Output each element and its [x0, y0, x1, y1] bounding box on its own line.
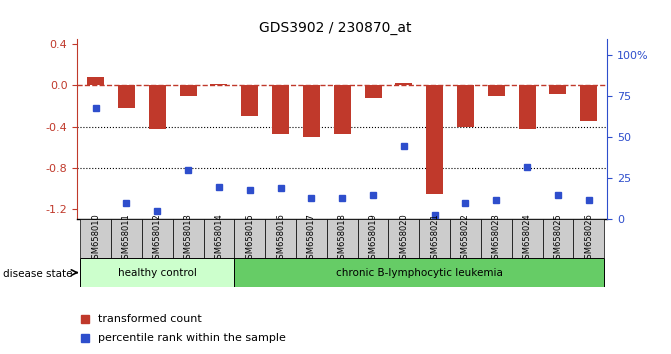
Text: GSM658022: GSM658022 [461, 213, 470, 264]
Bar [142, 219, 172, 258]
Bar [296, 219, 327, 258]
Text: GSM658012: GSM658012 [153, 213, 162, 264]
Text: GSM658018: GSM658018 [338, 213, 347, 264]
Text: percentile rank within the sample: percentile rank within the sample [99, 333, 287, 343]
Bar [203, 219, 234, 258]
Bar [457, 85, 474, 127]
Bar [580, 85, 597, 121]
Bar [149, 85, 166, 129]
Bar [450, 219, 481, 258]
Bar [81, 219, 111, 258]
Text: disease state: disease state [3, 269, 73, 279]
Bar [81, 258, 234, 287]
Text: GSM658010: GSM658010 [91, 213, 100, 264]
Bar [87, 77, 104, 85]
Text: GSM658015: GSM658015 [246, 213, 254, 264]
Bar [358, 219, 389, 258]
Bar [550, 85, 566, 93]
Text: GDS3902 / 230870_at: GDS3902 / 230870_at [259, 21, 412, 35]
Bar [481, 219, 512, 258]
Bar [265, 219, 296, 258]
Text: GSM658020: GSM658020 [399, 213, 409, 264]
Text: GSM658013: GSM658013 [184, 213, 193, 264]
Bar [172, 219, 203, 258]
Bar [333, 85, 351, 134]
Bar [234, 219, 265, 258]
Bar [488, 85, 505, 96]
Bar [512, 219, 543, 258]
Text: transformed count: transformed count [99, 314, 202, 324]
Bar [426, 85, 443, 194]
Bar [389, 219, 419, 258]
Bar [327, 219, 358, 258]
Text: GSM658014: GSM658014 [215, 213, 223, 264]
Text: GSM658026: GSM658026 [584, 213, 593, 264]
Text: GSM658024: GSM658024 [523, 213, 531, 264]
Text: GSM658025: GSM658025 [554, 213, 562, 264]
Text: GSM658019: GSM658019 [368, 213, 378, 264]
Bar [573, 219, 604, 258]
Text: GSM658016: GSM658016 [276, 213, 285, 264]
Bar [118, 85, 135, 108]
Bar [303, 85, 320, 137]
Text: GSM658011: GSM658011 [122, 213, 131, 264]
Bar [242, 85, 258, 116]
Text: chronic B-lymphocytic leukemia: chronic B-lymphocytic leukemia [336, 268, 503, 278]
Text: GSM658017: GSM658017 [307, 213, 316, 264]
Bar [395, 83, 412, 85]
Text: GSM658021: GSM658021 [430, 213, 439, 264]
Bar [419, 219, 450, 258]
Bar [543, 219, 573, 258]
Bar [180, 85, 197, 96]
Bar [211, 84, 227, 85]
Bar [364, 85, 382, 98]
Text: healthy control: healthy control [118, 268, 197, 278]
Bar [272, 85, 289, 134]
Text: GSM658023: GSM658023 [492, 213, 501, 264]
Bar [519, 85, 535, 129]
Bar [234, 258, 604, 287]
Bar [111, 219, 142, 258]
